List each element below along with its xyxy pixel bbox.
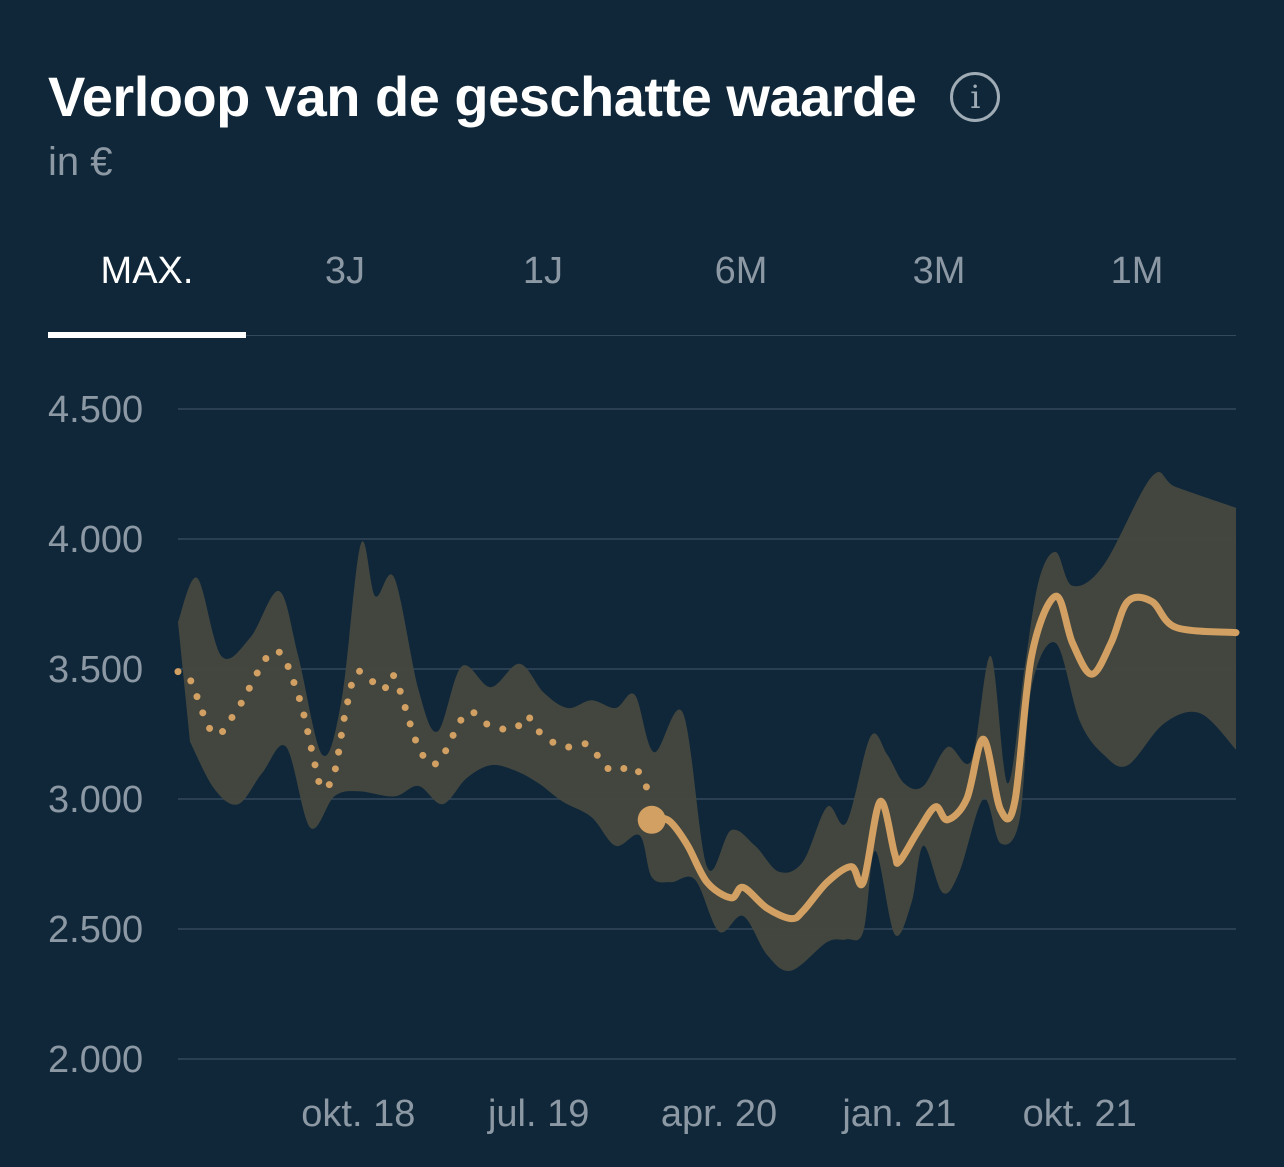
tab-1m[interactable]: 1M bbox=[1110, 250, 1164, 292]
range-tabs: MAX. 3J 1J 6M 3M 1M bbox=[48, 236, 1236, 338]
x-tick-label: apr. 20 bbox=[661, 1093, 777, 1135]
historical-dotted-line bbox=[174, 647, 656, 803]
chart-header: Verloop van de geschatte waarde i in € bbox=[48, 62, 1001, 185]
y-tick-label: 4.500 bbox=[48, 389, 143, 431]
info-glyph: i bbox=[970, 78, 981, 116]
y-tick-label: 2.000 bbox=[48, 1039, 143, 1081]
y-tick-label: 4.000 bbox=[48, 519, 143, 561]
y-tick-label: 3.000 bbox=[48, 779, 143, 821]
tab-max[interactable]: MAX. bbox=[48, 236, 246, 338]
tab-1j[interactable]: 1J bbox=[522, 250, 564, 292]
tab-3m[interactable]: 3M bbox=[912, 250, 966, 292]
page-title: Verloop van de geschatte waarde bbox=[48, 65, 917, 128]
unit-subtitle: in € bbox=[48, 140, 113, 184]
y-tick-label: 3.500 bbox=[48, 649, 143, 691]
confidence-band bbox=[178, 472, 1236, 971]
y-tick-label: 2.500 bbox=[48, 909, 143, 951]
x-tick-label: okt. 21 bbox=[1023, 1093, 1137, 1135]
title-row: Verloop van de geschatte waarde i bbox=[48, 62, 1001, 132]
x-tick-label: jul. 19 bbox=[487, 1093, 589, 1135]
value-chart: 4.500 4.000 3.500 3.000 2.500 2.000 okt. 18 jul… bbox=[48, 389, 1240, 1135]
tab-6m[interactable]: 6M bbox=[714, 250, 768, 292]
estimate-line bbox=[655, 592, 1240, 923]
tab-3j[interactable]: 3J bbox=[324, 250, 366, 292]
current-point-marker bbox=[637, 805, 666, 834]
x-tick-label: jan. 21 bbox=[841, 1093, 956, 1135]
x-tick-label: okt. 18 bbox=[301, 1093, 415, 1135]
info-circle-icon[interactable]: i bbox=[950, 72, 1001, 122]
